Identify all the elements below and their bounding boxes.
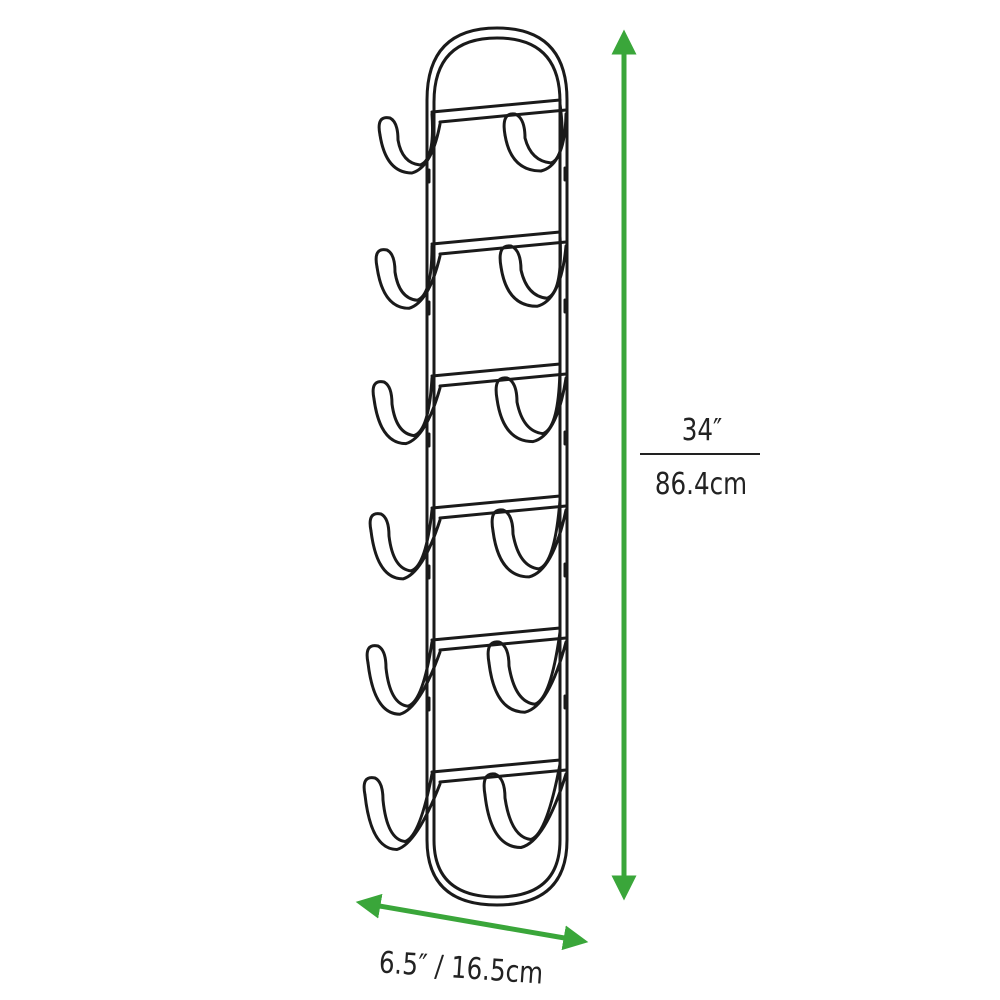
right-hook-inner-5 [487, 640, 568, 714]
tier-bar-3 [430, 362, 568, 388]
right-hook-inner-3 [495, 376, 568, 444]
tier-bar-4 [430, 494, 568, 520]
rail-joint-3 [427, 430, 567, 448]
tier-bar-2 [430, 230, 568, 256]
right-hook-inner-4 [491, 508, 568, 579]
tier-bar-5 [430, 626, 568, 652]
rail-joint-4 [427, 562, 567, 580]
left-hook-inner-3 [372, 386, 442, 446]
left-hook-inner-4 [369, 518, 442, 581]
left-hook-inner-5 [366, 650, 442, 716]
left-hook-inner-6 [363, 782, 442, 851]
height-cm-label: 86.4cm [655, 468, 747, 502]
left-hook-inner-2 [375, 254, 442, 310]
right-hook-inner-1 [503, 112, 568, 173]
rail-joint-5 [427, 694, 567, 712]
towel-rack-icon [362, 26, 569, 907]
left-hook-3 [371, 376, 434, 438]
rail-joint-1 [427, 166, 567, 184]
right-hook-6 [482, 762, 562, 841]
left-hook-6 [362, 772, 434, 843]
height-inches-label: 34″ [682, 414, 722, 448]
width-dimension-arrow [355, 893, 589, 951]
tier-bar-1 [430, 98, 568, 124]
left-hook-inner-1 [378, 122, 442, 175]
hook-rows [362, 98, 568, 851]
rail-joint-2 [427, 298, 567, 316]
width-label: 6.5″ / 16.5cm [378, 946, 544, 991]
right-hook-inner-6 [483, 772, 568, 849]
left-hook-5 [365, 640, 434, 708]
left-hook-4 [368, 508, 434, 573]
tier-bar-6 [430, 758, 568, 784]
rack-frame-inner [432, 36, 562, 899]
right-hook-inner-2 [499, 244, 568, 308]
